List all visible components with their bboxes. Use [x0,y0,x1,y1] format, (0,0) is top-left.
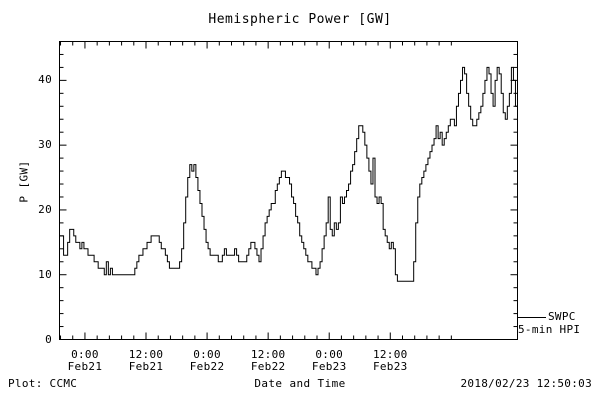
y-tick-label: 20 [38,202,52,216]
plot-timestamp: 2018/02/23 12:50:03 [460,377,592,390]
y-tick-label: 30 [38,138,52,152]
x-tick-label: 0:00 Feb22 [162,349,252,373]
x-tick-time: 0:00 [193,348,221,361]
x-tick-time: 12:00 [372,348,408,361]
x-tick-date: Feb21 [128,360,164,373]
x-tick-label: 0:00 Feb21 [40,349,130,373]
y-tick-label: 10 [38,267,52,281]
x-tick-date: Feb21 [67,360,103,373]
y-tick-label: 40 [38,73,52,87]
x-axis-label: Date and Time [254,377,346,390]
plot-credit: Plot: CCMC [8,377,78,390]
x-tick-label: 12:00 Feb23 [345,349,435,373]
x-tick-time: 12:00 [250,348,286,361]
y-axis-ticks [59,41,518,340]
x-tick-label: 12:00 Feb21 [101,349,191,373]
y-tick-label: 0 [45,332,52,346]
x-tick-time: 12:00 [128,348,164,361]
legend-series-name: SWPC [548,310,576,323]
x-tick-date: Feb23 [311,360,347,373]
x-tick-date: Feb22 [189,360,225,373]
plot-frame [59,41,518,340]
x-axis-ticks [60,41,452,340]
x-tick-time: 0:00 [315,348,344,361]
x-tick-date: Feb23 [372,360,408,373]
page-title: Hemispheric Power [GW] [208,12,392,27]
legend-series-sub: 5-min HPI [518,323,581,336]
data-line-swpc [59,66,518,282]
x-tick-label: 0:00 Feb23 [284,349,374,373]
x-tick-time: 0:00 [71,348,99,361]
legend-line-sample [518,317,546,318]
x-tick-date: Feb22 [250,360,286,373]
x-tick-label: 12:00 Feb22 [223,349,313,373]
